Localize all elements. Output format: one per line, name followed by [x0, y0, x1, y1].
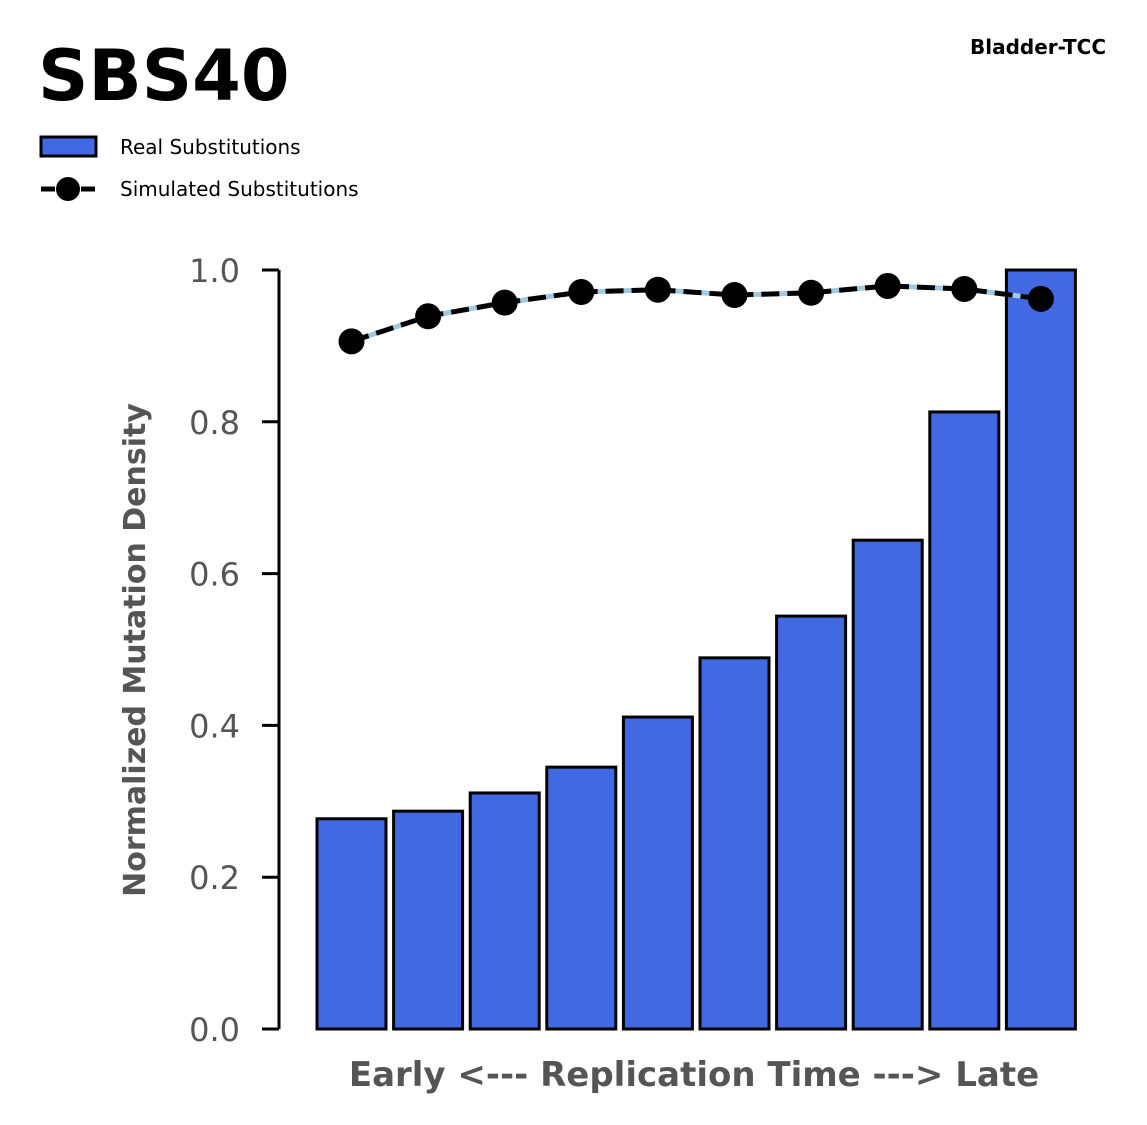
- y-tick-label: 0.0: [189, 1011, 240, 1049]
- y-tick-label: 0.6: [189, 556, 240, 594]
- y-tick-label: 0.8: [189, 404, 240, 442]
- y-axis-label: Normalized Mutation Density: [118, 403, 153, 897]
- bar: [1004, 268, 1077, 1031]
- legend-marker: [56, 177, 80, 201]
- legend-label-real: Real Substitutions: [120, 135, 301, 159]
- simulated-point: [951, 275, 978, 302]
- simulated-point: [1027, 285, 1054, 312]
- simulated-point: [568, 279, 595, 306]
- bar: [698, 656, 771, 1031]
- bar: [851, 538, 924, 1031]
- simulated-point: [874, 272, 901, 299]
- bar: [928, 410, 1001, 1031]
- legend: Real Substitutions Simulated Substitutio…: [39, 135, 359, 201]
- simulated-point: [644, 276, 671, 303]
- simulated-line: [338, 272, 1054, 355]
- y-tick-label: 0.2: [189, 859, 240, 897]
- y-tick-label: 0.4: [189, 707, 240, 745]
- y-axis: 0.0 0.2 0.4 0.6 0.8 1.0: [189, 252, 281, 1049]
- chart-title: SBS40: [38, 35, 290, 117]
- simulated-line-path: [350, 283, 1042, 344]
- bar: [392, 809, 465, 1031]
- bars: [315, 268, 1077, 1031]
- legend-label-simulated: Simulated Substitutions: [120, 177, 359, 201]
- bar: [621, 715, 694, 1031]
- x-axis-label: Early <--- Replication Time ---> Late: [349, 1055, 1039, 1095]
- legend-bar-swatch: [39, 135, 98, 158]
- bar: [545, 765, 618, 1031]
- bar: [775, 614, 848, 1031]
- simulated-point: [491, 289, 518, 316]
- simulated-point: [798, 279, 825, 306]
- simulated-point: [338, 328, 365, 355]
- simulated-point: [721, 282, 748, 309]
- chart-subtitle: Bladder-TCC: [970, 35, 1106, 59]
- y-tick-label: 1.0: [189, 252, 240, 290]
- simulated-point: [415, 303, 442, 330]
- bar: [315, 817, 388, 1031]
- bar: [468, 791, 541, 1031]
